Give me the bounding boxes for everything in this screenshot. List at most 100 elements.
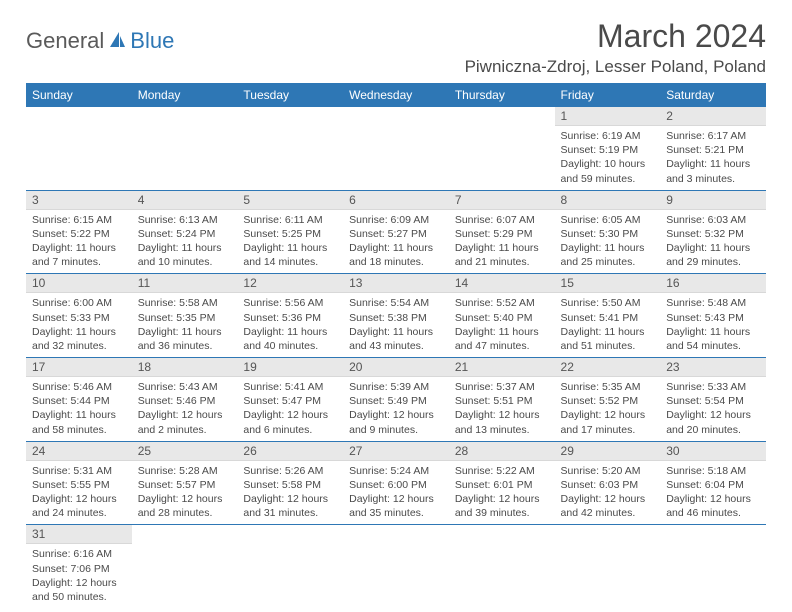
sunset-text: Sunset: 5:54 PM (666, 394, 760, 408)
day-details: Sunrise: 5:26 AMSunset: 5:58 PMDaylight:… (237, 461, 343, 525)
day-details: Sunrise: 5:31 AMSunset: 5:55 PMDaylight:… (26, 461, 132, 525)
day-number: 4 (132, 191, 238, 210)
calendar-cell (343, 525, 449, 608)
day-header: Thursday (449, 83, 555, 107)
day-header: Tuesday (237, 83, 343, 107)
calendar-table: SundayMondayTuesdayWednesdayThursdayFrid… (26, 83, 766, 608)
calendar-cell: 23Sunrise: 5:33 AMSunset: 5:54 PMDayligh… (660, 358, 766, 442)
daylight-text: Daylight: 12 hours and 6 minutes. (243, 408, 337, 436)
sunrise-text: Sunrise: 5:37 AM (455, 380, 549, 394)
day-header: Sunday (26, 83, 132, 107)
sunset-text: Sunset: 5:57 PM (138, 478, 232, 492)
day-details: Sunrise: 6:05 AMSunset: 5:30 PMDaylight:… (555, 210, 661, 274)
sunrise-text: Sunrise: 5:54 AM (349, 296, 443, 310)
day-details: Sunrise: 6:09 AMSunset: 5:27 PMDaylight:… (343, 210, 449, 274)
day-number: 16 (660, 274, 766, 293)
calendar-cell: 16Sunrise: 5:48 AMSunset: 5:43 PMDayligh… (660, 274, 766, 358)
daylight-text: Daylight: 12 hours and 46 minutes. (666, 492, 760, 520)
calendar-cell: 8Sunrise: 6:05 AMSunset: 5:30 PMDaylight… (555, 190, 661, 274)
calendar-cell: 19Sunrise: 5:41 AMSunset: 5:47 PMDayligh… (237, 358, 343, 442)
brand-logo: General Blue (26, 28, 174, 54)
daylight-text: Daylight: 12 hours and 35 minutes. (349, 492, 443, 520)
sunset-text: Sunset: 5:29 PM (455, 227, 549, 241)
calendar-cell: 11Sunrise: 5:58 AMSunset: 5:35 PMDayligh… (132, 274, 238, 358)
calendar-cell: 12Sunrise: 5:56 AMSunset: 5:36 PMDayligh… (237, 274, 343, 358)
sunrise-text: Sunrise: 5:46 AM (32, 380, 126, 394)
brand-text-1: General (26, 28, 104, 54)
sunset-text: Sunset: 5:22 PM (32, 227, 126, 241)
day-number: 17 (26, 358, 132, 377)
calendar-cell: 15 Sunrise: 5:50 AMSunset: 5:41 PMDayligh… (555, 274, 661, 358)
sunrise-text: Sunrise: 5:58 AM (138, 296, 232, 310)
day-number: 20 (343, 358, 449, 377)
day-number: 27 (343, 442, 449, 461)
calendar-cell: 10Sunrise: 6:00 AMSunset: 5:33 PMDayligh… (26, 274, 132, 358)
sunrise-text: Sunrise: 5:22 AM (455, 464, 549, 478)
day-number: 14 (449, 274, 555, 293)
sunrise-text: Sunrise: 5:33 AM (666, 380, 760, 394)
sunset-text: Sunset: 6:04 PM (666, 478, 760, 492)
day-details: Sunrise: 5:37 AMSunset: 5:51 PMDaylight:… (449, 377, 555, 441)
sunrise-text: Sunrise: 5:48 AM (666, 296, 760, 310)
day-header: Saturday (660, 83, 766, 107)
sunset-text: Sunset: 5:55 PM (32, 478, 126, 492)
daylight-text: Daylight: 11 hours and 54 minutes. (666, 325, 760, 353)
day-number: 24 (26, 442, 132, 461)
calendar-cell: 27Sunrise: 5:24 AMSunset: 6:00 PMDayligh… (343, 441, 449, 525)
daylight-text: Daylight: 12 hours and 24 minutes. (32, 492, 126, 520)
day-number: 22 (555, 358, 661, 377)
calendar-cell: 14Sunrise: 5:52 AMSunset: 5:40 PMDayligh… (449, 274, 555, 358)
sunrise-text: Sunrise: 6:15 AM (32, 213, 126, 227)
day-number: 28 (449, 442, 555, 461)
daylight-text: Daylight: 11 hours and 25 minutes. (561, 241, 655, 269)
sunset-text: Sunset: 5:41 PM (561, 311, 655, 325)
calendar-cell: 24Sunrise: 5:31 AMSunset: 5:55 PMDayligh… (26, 441, 132, 525)
day-details: Sunrise: 5:35 AMSunset: 5:52 PMDaylight:… (555, 377, 661, 441)
calendar-cell (343, 107, 449, 190)
daylight-text: Daylight: 11 hours and 32 minutes. (32, 325, 126, 353)
calendar-cell: 4Sunrise: 6:13 AMSunset: 5:24 PMDaylight… (132, 190, 238, 274)
day-details: Sunrise: 5:22 AMSunset: 6:01 PMDaylight:… (449, 461, 555, 525)
day-number: 8 (555, 191, 661, 210)
sunrise-text: Sunrise: 6:11 AM (243, 213, 337, 227)
sunrise-text: Sunrise: 6:16 AM (32, 547, 126, 561)
sunrise-text: Sunrise: 6:07 AM (455, 213, 549, 227)
sunset-text: Sunset: 5:21 PM (666, 143, 760, 157)
sunrise-text: Sunrise: 5:56 AM (243, 296, 337, 310)
calendar-cell: 2Sunrise: 6:17 AMSunset: 5:21 PMDaylight… (660, 107, 766, 190)
sunset-text: Sunset: 5:27 PM (349, 227, 443, 241)
day-number: 15 (555, 274, 661, 293)
sunset-text: Sunset: 5:38 PM (349, 311, 443, 325)
calendar-cell: 18Sunrise: 5:43 AMSunset: 5:46 PMDayligh… (132, 358, 238, 442)
brand-text-2: Blue (130, 28, 174, 54)
title-block: March 2024 Piwniczna-Zdroj, Lesser Polan… (465, 18, 766, 77)
day-details: Sunrise: 6:03 AMSunset: 5:32 PMDaylight:… (660, 210, 766, 274)
day-details: Sunrise: 6:11 AMSunset: 5:25 PMDaylight:… (237, 210, 343, 274)
daylight-text: Daylight: 11 hours and 36 minutes. (138, 325, 232, 353)
daylight-text: Daylight: 12 hours and 31 minutes. (243, 492, 337, 520)
sunset-text: Sunset: 5:32 PM (666, 227, 760, 241)
daylight-text: Daylight: 11 hours and 10 minutes. (138, 241, 232, 269)
daylight-text: Daylight: 11 hours and 21 minutes. (455, 241, 549, 269)
day-number: 3 (26, 191, 132, 210)
daylight-text: Daylight: 11 hours and 51 minutes. (561, 325, 655, 353)
sunrise-text: Sunrise: 5:35 AM (561, 380, 655, 394)
sunrise-text: Sunrise: 6:13 AM (138, 213, 232, 227)
day-details: Sunrise: 5:24 AMSunset: 6:00 PMDaylight:… (343, 461, 449, 525)
daylight-text: Daylight: 12 hours and 9 minutes. (349, 408, 443, 436)
sunset-text: Sunset: 5:51 PM (455, 394, 549, 408)
day-number: 19 (237, 358, 343, 377)
sunrise-text: Sunrise: 5:24 AM (349, 464, 443, 478)
sunrise-text: Sunrise: 5:26 AM (243, 464, 337, 478)
daylight-text: Daylight: 11 hours and 18 minutes. (349, 241, 443, 269)
day-details: Sunrise: 5:43 AMSunset: 5:46 PMDaylight:… (132, 377, 238, 441)
sunrise-text: Sunrise: 5:50 AM (561, 296, 655, 310)
sunset-text: Sunset: 5:35 PM (138, 311, 232, 325)
day-number: 29 (555, 442, 661, 461)
sunrise-text: Sunrise: 5:41 AM (243, 380, 337, 394)
daylight-text: Daylight: 12 hours and 42 minutes. (561, 492, 655, 520)
calendar-cell (449, 525, 555, 608)
calendar-cell (26, 107, 132, 190)
day-details: Sunrise: 5:39 AMSunset: 5:49 PMDaylight:… (343, 377, 449, 441)
sunrise-text: Sunrise: 6:09 AM (349, 213, 443, 227)
